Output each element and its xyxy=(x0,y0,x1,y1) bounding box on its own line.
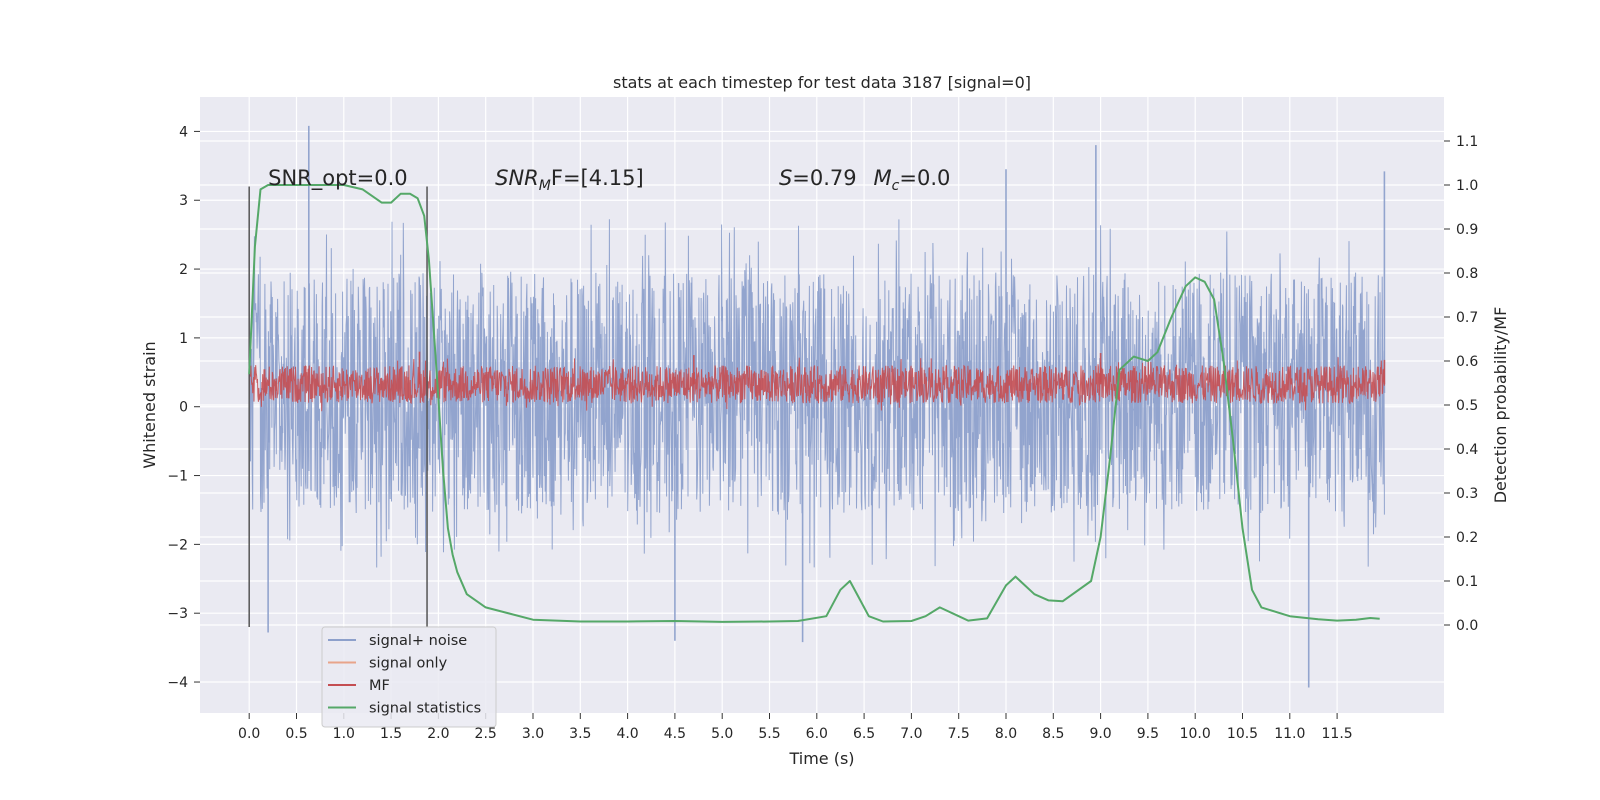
y2-tick-label: 0.5 xyxy=(1456,398,1478,414)
x-tick-label: 2.5 xyxy=(475,726,497,742)
legend-label: signal+ noise xyxy=(369,633,467,649)
legend-label: signal statistics xyxy=(369,701,481,717)
x-tick-label: 3.5 xyxy=(569,726,591,742)
plot-content xyxy=(248,125,1386,688)
y2-axis-label: Detection probability/MF xyxy=(1491,307,1510,504)
y2-tick-label: 0.9 xyxy=(1456,222,1478,238)
annotations: SNR_opt=0.0 SNRMF=[4.15] S=0.79 Mc=0.0 xyxy=(268,166,950,194)
y2-tick-label: 0.7 xyxy=(1456,310,1478,326)
y-tick-label: 4 xyxy=(179,124,188,140)
annotation: SNR_opt=0.0 xyxy=(268,166,408,191)
x-tick-label: 10.0 xyxy=(1180,726,1211,742)
y-tick-label: 2 xyxy=(179,262,188,278)
y2-tick-label: 1.1 xyxy=(1456,134,1478,150)
x-tick-label: 9.5 xyxy=(1137,726,1159,742)
x-axis-label: Time (s) xyxy=(788,749,854,768)
x-tick-label: 7.5 xyxy=(948,726,970,742)
legend-label: MF xyxy=(369,678,390,694)
y-tick-label: 0 xyxy=(179,400,188,416)
y-tick-label: −3 xyxy=(167,606,188,622)
legend-label: signal only xyxy=(369,656,448,672)
annotation: SNRMF=[4.15] xyxy=(495,166,644,194)
y2-tick-label: 0.1 xyxy=(1456,574,1478,590)
y2-tick-label: 0.0 xyxy=(1456,618,1478,634)
x-tick-label: 4.0 xyxy=(616,726,638,742)
y-tick-label: 1 xyxy=(179,331,188,347)
y2-tick-label: 1.0 xyxy=(1456,178,1478,194)
x-tick-label: 3.0 xyxy=(522,726,544,742)
legend-box xyxy=(321,626,497,728)
y2-tick-label: 0.3 xyxy=(1456,486,1478,502)
x-tick-label: 2.0 xyxy=(427,726,449,742)
axes: 0.0 0.5 1.0 1.5 2.0 2.5 3.0 3.5 4.0 4.5 5.0 5.5 6.0 6… xyxy=(167,124,1478,742)
y-tick-label: −2 xyxy=(167,537,188,553)
x-tick-label: 11.0 xyxy=(1274,726,1305,742)
x-tick-label: 5.0 xyxy=(711,726,733,742)
legend: signal+ noise signal only MF signal statist… xyxy=(321,626,497,728)
x-tick-label: 10.5 xyxy=(1227,726,1258,742)
x-tick-label: 6.0 xyxy=(806,726,828,742)
y-tick-label: −4 xyxy=(167,675,188,691)
y-axis-label: Whitened strain xyxy=(140,341,159,468)
y2-tick-label: 0.2 xyxy=(1456,530,1478,546)
chart-title: stats at each timestep for test data 318… xyxy=(613,73,1031,92)
x-tick-label: 0.5 xyxy=(285,726,307,742)
signal-statistics-line xyxy=(248,184,1380,623)
x-tick-label: 7.0 xyxy=(900,726,922,742)
y2-tick-label: 0.6 xyxy=(1456,354,1478,370)
y2-tick-label: 0.4 xyxy=(1456,442,1478,458)
x-tick-label: 9.0 xyxy=(1089,726,1111,742)
annotation: Mc=0.0 xyxy=(874,166,951,194)
x-tick-label: 4.5 xyxy=(664,726,686,742)
x-tick-label: 1.5 xyxy=(380,726,402,742)
vertical-markers xyxy=(248,186,428,627)
x-tick-label: 6.5 xyxy=(853,726,875,742)
x-tick-label: 8.5 xyxy=(1042,726,1064,742)
x-tick-label: 8.0 xyxy=(995,726,1017,742)
y-tick-label: 3 xyxy=(179,193,188,209)
x-tick-label: 1.0 xyxy=(333,726,355,742)
series-signal-statistics xyxy=(248,184,1380,623)
x-tick-label: 11.5 xyxy=(1322,726,1353,742)
annotation: S=0.79 xyxy=(779,166,857,190)
x-tick-label: 0.0 xyxy=(238,726,260,742)
y-tick-label: −1 xyxy=(167,469,188,485)
y2-tick-label: 0.8 xyxy=(1456,266,1478,282)
x-tick-label: 5.5 xyxy=(758,726,780,742)
